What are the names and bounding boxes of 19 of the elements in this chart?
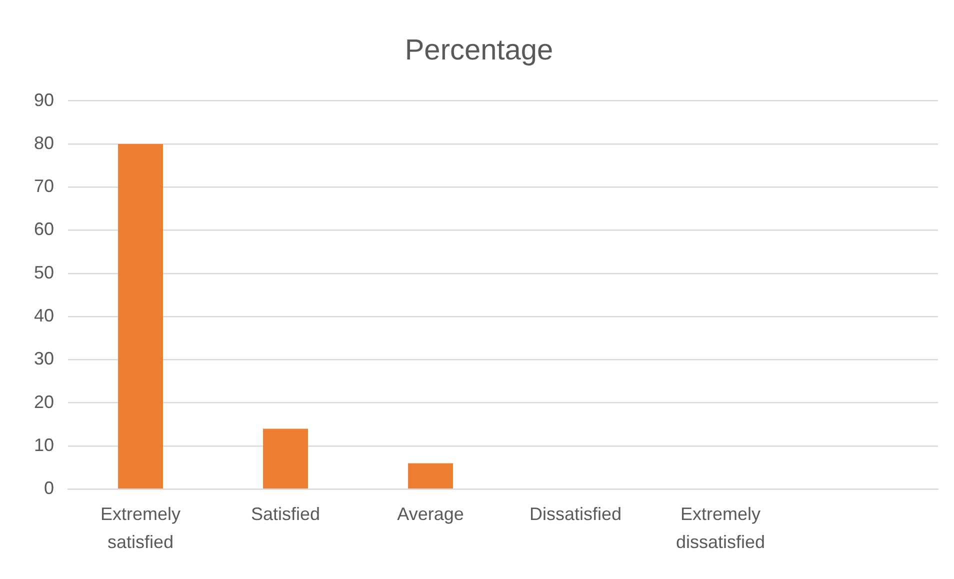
y-tick-label: 60 — [34, 219, 54, 240]
y-tick-label: 20 — [34, 392, 54, 412]
x-tick-label: Extremely dissatisfied — [676, 504, 766, 552]
y-tick-label: 50 — [34, 262, 54, 282]
bar — [263, 428, 308, 489]
x-tick-label: Average — [397, 504, 464, 524]
y-tick-label: 0 — [44, 478, 54, 498]
bar — [408, 463, 453, 489]
y-tick-label: 90 — [34, 90, 54, 110]
x-tick-label: Extremely satisfied — [100, 504, 181, 552]
bar — [118, 144, 163, 489]
x-tick-label: Satisfied — [250, 504, 320, 524]
y-tick-label: 40 — [34, 306, 54, 326]
x-tick-label: Dissatisfied — [529, 504, 622, 524]
y-tick-label: 10 — [34, 435, 54, 456]
y-tick-label: 70 — [34, 176, 54, 196]
y-tick-label: 80 — [34, 132, 54, 153]
y-tick-label: 30 — [34, 348, 54, 369]
chart-title: Percentage — [404, 34, 554, 66]
